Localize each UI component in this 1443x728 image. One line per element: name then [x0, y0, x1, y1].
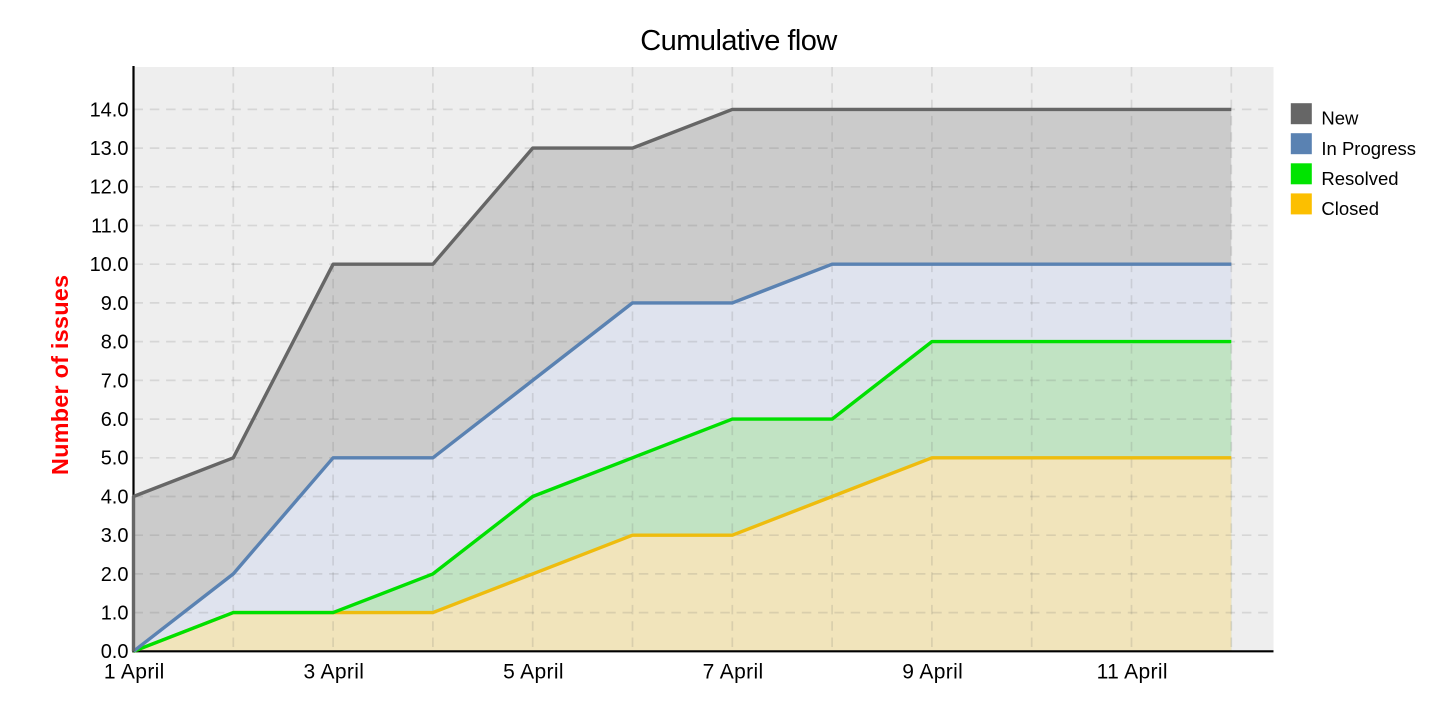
svg-text:14.0: 14.0	[90, 99, 129, 121]
svg-text:5.0: 5.0	[101, 448, 129, 470]
svg-text:11.0: 11.0	[91, 215, 128, 237]
svg-text:1 April: 1 April	[104, 660, 165, 683]
svg-text:11 April: 11 April	[1097, 660, 1168, 683]
svg-text:13.0: 13.0	[90, 138, 129, 160]
svg-text:10.0: 10.0	[90, 254, 129, 276]
svg-text:7.0: 7.0	[101, 370, 129, 392]
svg-text:0.0: 0.0	[101, 641, 129, 663]
svg-text:5 April: 5 April	[503, 660, 564, 683]
svg-text:Resolved: Resolved	[1321, 168, 1398, 189]
svg-text:1.0: 1.0	[101, 603, 129, 625]
svg-text:7 April: 7 April	[703, 660, 764, 683]
svg-text:Closed: Closed	[1321, 198, 1379, 219]
svg-text:6.0: 6.0	[101, 409, 129, 431]
svg-text:Cumulative flow: Cumulative flow	[640, 25, 838, 57]
svg-text:New: New	[1321, 108, 1359, 129]
svg-text:8.0: 8.0	[101, 332, 129, 354]
svg-text:3.0: 3.0	[101, 525, 129, 547]
svg-text:Number of issues: Number of issues	[47, 275, 73, 475]
svg-text:9.0: 9.0	[101, 293, 129, 315]
svg-text:9 April: 9 April	[902, 660, 963, 683]
svg-text:In Progress: In Progress	[1321, 138, 1416, 159]
svg-text:3 April: 3 April	[303, 660, 364, 683]
svg-text:2.0: 2.0	[101, 564, 129, 586]
svg-text:4.0: 4.0	[101, 486, 129, 508]
svg-text:12.0: 12.0	[90, 177, 129, 199]
